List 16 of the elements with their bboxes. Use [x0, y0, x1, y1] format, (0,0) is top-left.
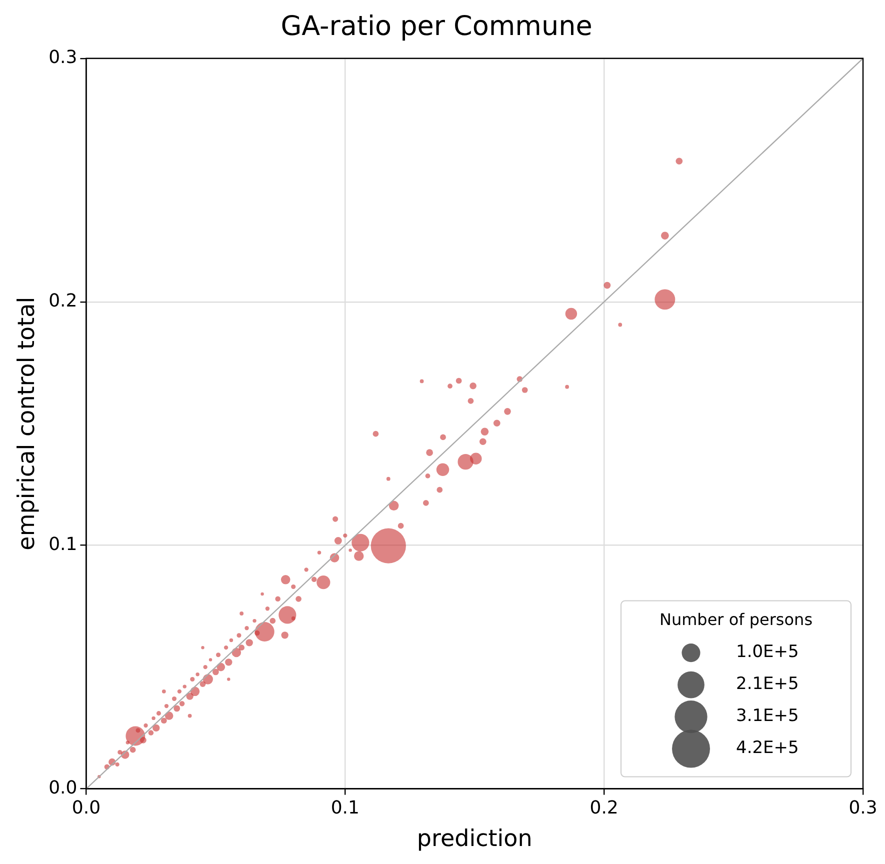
y-tick-label: 0.2 — [48, 290, 78, 312]
legend-label: 3.1E+5 — [736, 706, 799, 726]
x-tick-label: 0.0 — [72, 797, 101, 818]
x-axis-title: prediction — [416, 826, 532, 852]
y-tick-label: 0.3 — [48, 47, 78, 68]
y-tick-label: 0.0 — [48, 777, 78, 798]
legend-label: 2.1E+5 — [736, 674, 799, 694]
x-tick-label: 0.2 — [590, 797, 618, 818]
y-axis-title: empirical control total — [14, 296, 40, 550]
chart-title: GA-ratio per Commune — [280, 11, 592, 42]
legend-title: Number of persons — [659, 610, 813, 629]
legend-label: 4.2E+5 — [736, 738, 799, 758]
x-tick-label: 0.1 — [330, 797, 360, 818]
legend-label: 1.0E+5 — [736, 642, 799, 662]
x-tick-label: 0.3 — [848, 797, 878, 818]
y-tick-label: 0.1 — [48, 534, 78, 556]
